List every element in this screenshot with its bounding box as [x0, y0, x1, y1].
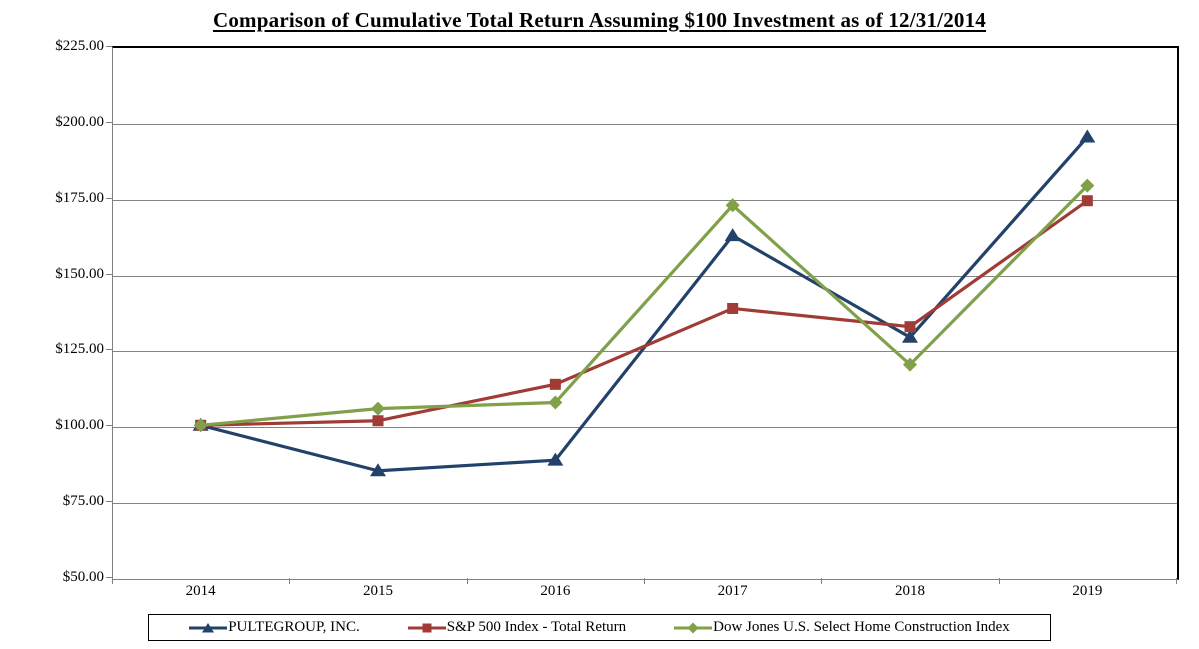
y-axis-label-125: $125.00: [55, 341, 104, 358]
marker-pultegroup-inc-2019: [1079, 129, 1096, 143]
series-line-dow-jones-u-s-select-home-construction-index: [200, 184, 1089, 427]
legend: PULTEGROUP, INC. S&P 500 Index - Total Re…: [148, 614, 1051, 641]
marker-s-p-500-index-total-return-2017: [727, 302, 739, 314]
marker-s-p-500-index-total-return-2019: [1081, 195, 1093, 207]
marker-pultegroup-inc-2015: [370, 463, 386, 477]
y-axis-tick: [106, 46, 112, 47]
x-axis-tick: [998, 578, 1000, 584]
marker-dow-jones-u-s-select-home-construction-index-2016: [548, 395, 563, 410]
x-axis-tick: [1176, 578, 1177, 584]
gridline-175: [113, 199, 1177, 201]
gridline-150: [113, 275, 1177, 277]
y-axis-label-200: $200.00: [55, 113, 104, 130]
y-axis-tick: [106, 425, 112, 427]
y-axis-label-100: $100.00: [55, 417, 104, 434]
gridline-125: [113, 351, 1177, 353]
marker-s-p-500-index-total-return-2015: [372, 415, 384, 427]
gridline-100: [113, 427, 1177, 429]
square-marker-icon: [407, 623, 446, 632]
gridline-200: [113, 123, 1177, 125]
x-axis-label-2017: 2017: [717, 583, 748, 599]
y-axis-label-75: $75.00: [62, 493, 104, 510]
x-axis-label-2015: 2015: [363, 583, 393, 599]
marker-s-p-500-index-total-return-2018: [904, 321, 916, 333]
y-axis-tick: [106, 577, 112, 578]
diamond-marker-icon: [674, 622, 713, 633]
y-axis-tick: [106, 273, 112, 275]
x-axis-tick: [821, 578, 823, 584]
legend-entry-s-p-500-index-total-return: S&P 500 Index - Total Return: [407, 619, 627, 636]
triangle-marker-icon: [189, 622, 228, 632]
series-line-s-p-500-index-total-return: [200, 199, 1089, 427]
x-axis-tick: [644, 578, 645, 584]
y-axis-label-175: $175.00: [55, 189, 104, 206]
marker-pultegroup-inc-2018: [902, 329, 918, 343]
gridline-75: [113, 503, 1177, 505]
x-axis-tick: [289, 578, 291, 584]
marker-dow-jones-u-s-select-home-construction-index-2015: [371, 401, 385, 416]
x-axis-label-2018: 2018: [895, 583, 925, 599]
series-plot: [192, 129, 1096, 477]
marker-dow-jones-u-s-select-home-construction-index-2014: [193, 418, 208, 433]
x-axis-label-2014: 2014: [185, 583, 216, 599]
y-axis-tick: [106, 197, 112, 199]
y-axis-label-150: $150.00: [55, 265, 104, 282]
legend-label-dow-jones-u-s-select-home-construction-index: Dow Jones U.S. Select Home Construction …: [713, 619, 1010, 635]
marker-dow-jones-u-s-select-home-construction-index-2019: [1080, 178, 1095, 193]
x-axis-tick: [466, 578, 468, 584]
y-axis-tick: [106, 349, 112, 351]
y-axis-label-50: $50.00: [62, 569, 104, 585]
marker-dow-jones-u-s-select-home-construction-index-2017: [725, 198, 740, 213]
marker-pultegroup-inc-2016: [547, 452, 564, 466]
x-axis-label-2019: 2019: [1072, 583, 1103, 599]
marker-dow-jones-u-s-select-home-construction-index-2018: [903, 357, 917, 372]
x-axis-label-2016: 2016: [540, 583, 571, 599]
legend-entry-dow-jones-u-s-select-home-construction-index: Dow Jones U.S. Select Home Construction …: [674, 619, 1010, 636]
y-axis-tick: [106, 501, 112, 503]
legend-entry-pultegroup-inc: PULTEGROUP, INC.: [189, 619, 360, 636]
y-axis-tick: [106, 121, 112, 123]
y-axis-label-225: $225.00: [55, 38, 104, 54]
legend-label-s-p-500-index-total-return: S&P 500 Index - Total Return: [446, 619, 627, 635]
marker-s-p-500-index-total-return-2016: [549, 378, 561, 390]
legend-label-pultegroup-inc: PULTEGROUP, INC.: [228, 619, 360, 635]
x-axis-tick: [112, 578, 113, 584]
marker-pultegroup-inc-2017: [724, 228, 741, 242]
plot-area: [112, 46, 1179, 580]
chart-title: Comparison of Cumulative Total Return As…: [212, 8, 987, 32]
